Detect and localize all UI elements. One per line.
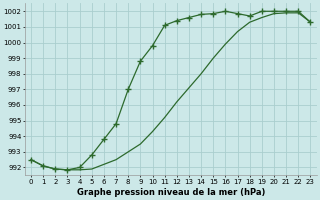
X-axis label: Graphe pression niveau de la mer (hPa): Graphe pression niveau de la mer (hPa)	[76, 188, 265, 197]
